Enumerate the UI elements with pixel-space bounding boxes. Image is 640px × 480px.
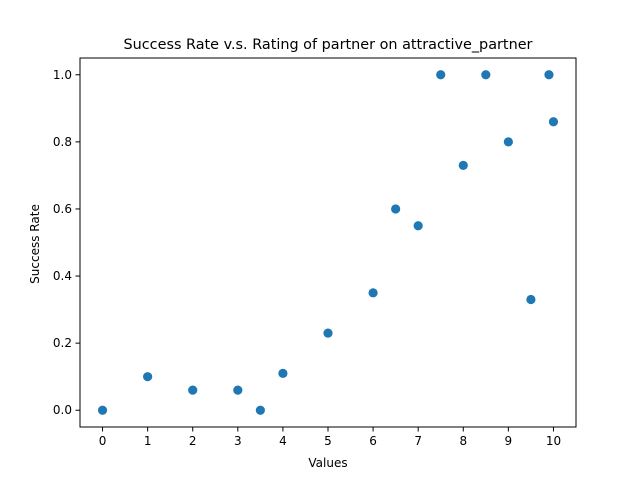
data-point (413, 221, 423, 231)
x-tick-label: 10 (546, 434, 561, 448)
data-point (526, 294, 536, 305)
data-point (143, 372, 153, 382)
data-point (233, 385, 243, 395)
y-axis-label: Success Rate (28, 204, 42, 284)
data-point (481, 70, 491, 80)
axes-frame (79, 57, 577, 428)
data-point (391, 204, 401, 214)
data-point (188, 385, 198, 395)
y-tick-label: 0.2 (53, 336, 72, 350)
y-tick-label: 0.0 (53, 403, 72, 417)
plot-area: 0 1 2 3 4 5 6 7 8 9 10 0.0 0.2 0.4 0.6 0.8 1.0 (53, 57, 577, 448)
y-tick-label: 1.0 (53, 68, 72, 82)
y-tick-label: 0.6 (53, 202, 72, 216)
y-tick-label: 0.4 (53, 269, 72, 283)
x-tick-label: 2 (189, 434, 197, 448)
x-tick-label: 7 (414, 434, 422, 448)
x-tick-label: 5 (324, 434, 332, 448)
data-point (255, 405, 265, 415)
data-point (436, 70, 446, 80)
data-point (368, 288, 378, 298)
chart-title: Success Rate v.s. Rating of partner on a… (124, 37, 533, 53)
data-point (323, 328, 333, 338)
x-tick-label: 0 (99, 434, 107, 448)
data-point (458, 160, 468, 170)
data-point (548, 117, 559, 127)
data-point (97, 405, 108, 415)
x-axis-label: Values (308, 456, 347, 470)
y-tick-label: 0.8 (53, 135, 72, 149)
x-tick-label: 6 (369, 434, 377, 448)
x-tick-label: 1 (144, 434, 152, 448)
x-tick-label: 4 (279, 434, 287, 448)
x-tick-label: 8 (459, 434, 467, 448)
x-tick-label: 3 (234, 434, 242, 448)
data-point (544, 70, 554, 80)
x-tick-label: 9 (505, 434, 513, 448)
data-point (278, 368, 288, 378)
data-point (503, 137, 513, 147)
